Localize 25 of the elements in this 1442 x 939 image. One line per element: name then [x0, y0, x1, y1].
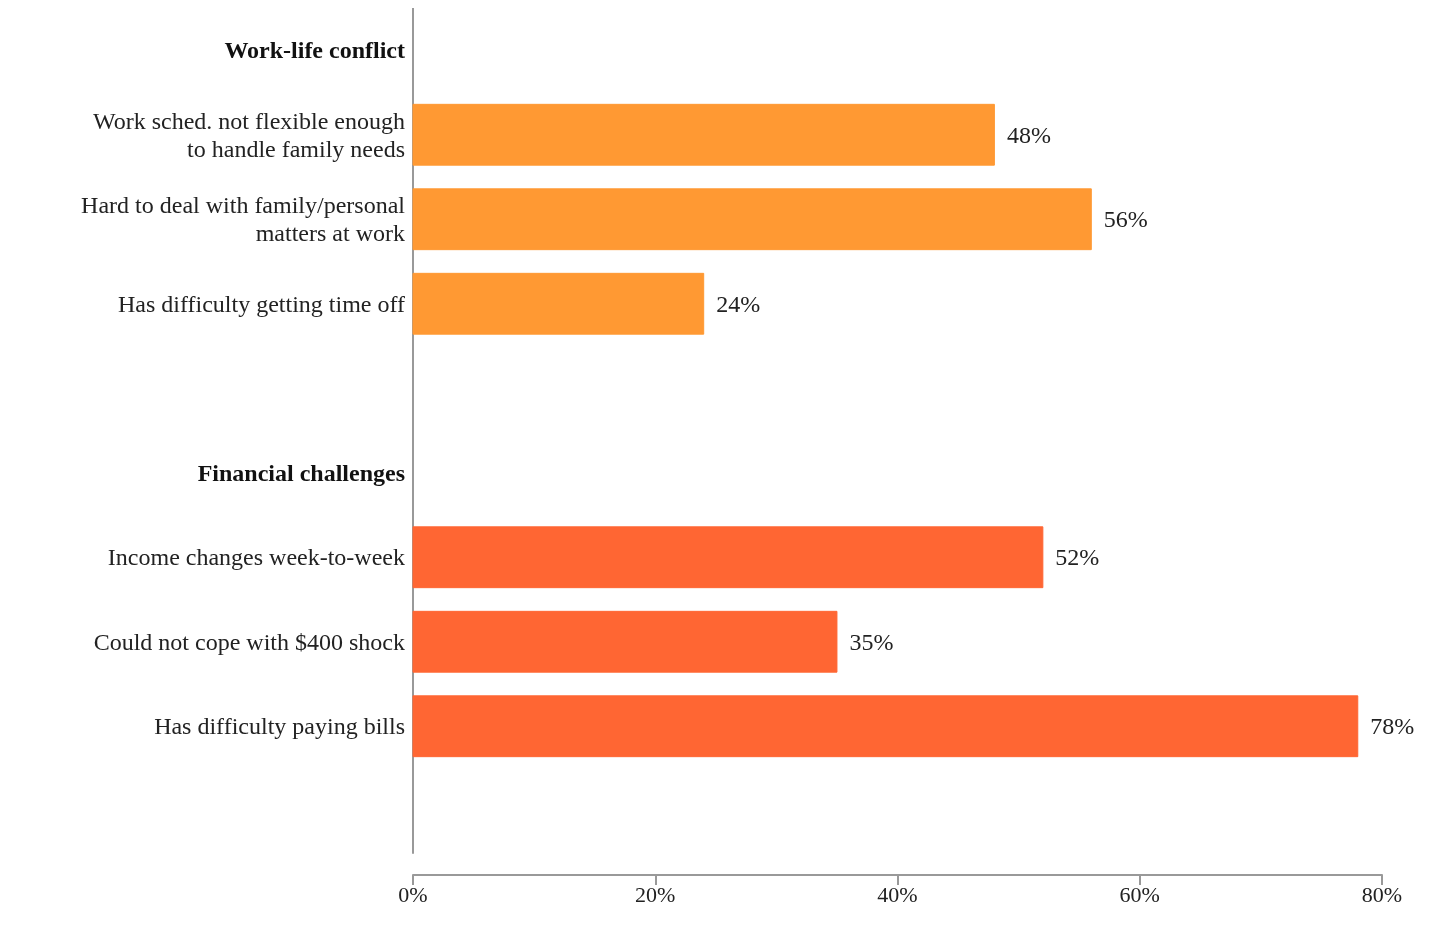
bar — [412, 526, 1044, 589]
y-tick-label: Financial challenges — [197, 459, 405, 486]
data-label: 35% — [849, 628, 894, 655]
x-tick-label: 80% — [1361, 881, 1403, 907]
y-tick-label: Income changes week-to-week — [107, 544, 405, 571]
y-tick-label: Hard to deal with family/personal matters at work — [81, 192, 406, 247]
bar — [412, 188, 1092, 251]
data-label: 56% — [1103, 206, 1148, 233]
bar — [412, 610, 838, 673]
x-tick-label: 60% — [1119, 881, 1160, 907]
y-tick-label: Has difficulty getting time off — [117, 290, 406, 317]
x-tick-label: 40% — [877, 881, 918, 907]
bar — [412, 272, 705, 335]
data-label: 24% — [716, 290, 761, 317]
data-label: 78% — [1370, 713, 1415, 740]
y-tick-label: Work-life conflict — [224, 37, 405, 64]
data-label: 48% — [1006, 121, 1051, 148]
x-tick-label: 20% — [635, 881, 676, 907]
bar — [412, 103, 995, 166]
x-tick-label: 0% — [398, 881, 428, 907]
data-label: 52% — [1055, 544, 1100, 571]
y-tick-label: Could not cope with $400 shock — [93, 628, 405, 655]
bar — [412, 695, 1359, 758]
y-tick-label: Has difficulty paying bills — [154, 713, 405, 740]
y-tick-label: Work sched. not flexible enough to handle family needs — [93, 107, 405, 162]
